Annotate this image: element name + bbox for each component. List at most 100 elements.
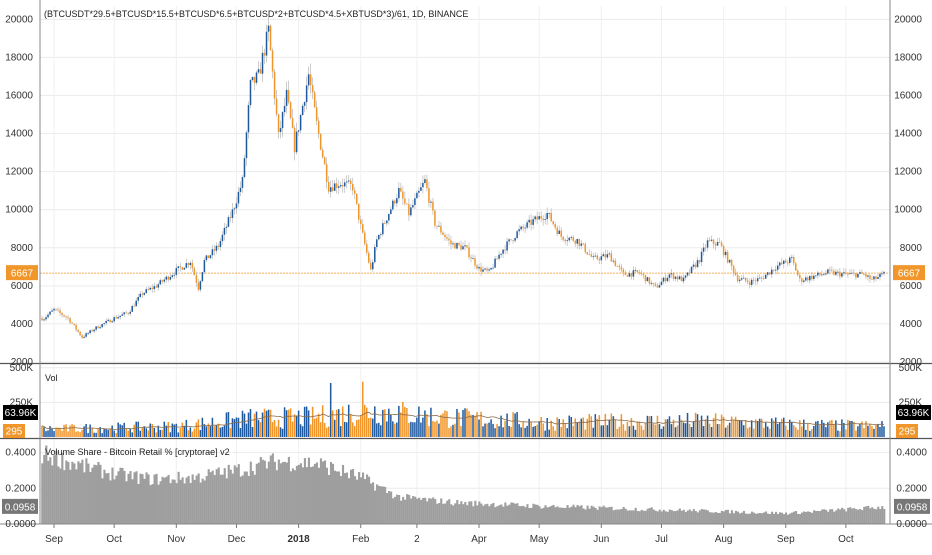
candle-body <box>752 279 755 281</box>
candle-body <box>339 185 342 187</box>
share-bar <box>83 472 86 524</box>
volume-bar <box>720 414 723 437</box>
volume-bar <box>452 424 454 437</box>
share-bar <box>313 463 317 524</box>
volume-bar <box>143 426 146 437</box>
share-bar <box>404 499 407 524</box>
volume-bar <box>486 423 488 437</box>
volume-bar <box>558 418 560 437</box>
volume-bar <box>191 431 194 437</box>
volume-bar <box>366 407 368 437</box>
share-bar <box>241 475 244 524</box>
share-bar <box>402 496 405 524</box>
candle-body <box>490 267 492 270</box>
volume-bar <box>630 417 633 437</box>
volume-bar <box>418 406 420 437</box>
share-bar <box>101 478 104 524</box>
candle-body <box>744 277 747 281</box>
candle-body <box>139 293 141 297</box>
volume-bar <box>91 428 93 437</box>
volume-bar <box>133 424 135 437</box>
share-bar <box>548 506 551 524</box>
candle-body <box>630 273 633 277</box>
share-bar <box>357 472 361 524</box>
candle-body <box>71 322 73 324</box>
share-bar <box>291 468 294 524</box>
candle-body <box>616 265 619 267</box>
volume-bar <box>648 416 651 437</box>
share-bar <box>650 507 653 524</box>
volume-bar <box>556 417 558 437</box>
volume-bar <box>331 410 334 437</box>
candle-body <box>538 216 540 220</box>
candle-body <box>656 285 659 288</box>
candle-body <box>85 333 87 337</box>
volume-bar <box>734 416 737 437</box>
volume-bar <box>696 414 699 437</box>
volume-bar <box>596 418 599 437</box>
candle-body <box>714 244 717 246</box>
candle-body <box>295 131 298 153</box>
candle-body <box>847 273 849 275</box>
volume-bar <box>500 415 502 437</box>
volume-bar <box>811 429 813 437</box>
share-bar <box>257 462 260 524</box>
volume-bar <box>584 429 587 437</box>
share-bar <box>297 464 300 524</box>
candle-body <box>592 256 595 258</box>
volume-bar <box>111 425 113 437</box>
volume-bar <box>261 412 264 437</box>
share-bar <box>612 510 615 524</box>
x-tick-label: Aug <box>715 534 733 545</box>
candle-body <box>277 114 280 133</box>
candle-body <box>638 271 641 273</box>
share-bar <box>604 507 607 524</box>
volume-bar <box>376 423 378 437</box>
volume-bar <box>682 422 685 437</box>
volume-bar <box>362 381 364 437</box>
candle-body <box>843 272 845 274</box>
share-bar <box>606 507 609 524</box>
volume-bar <box>534 426 536 437</box>
share-bar <box>740 512 744 524</box>
volume-bar <box>408 422 410 437</box>
candle-body <box>159 280 162 285</box>
volume-bar <box>484 423 486 437</box>
share-bar <box>406 494 409 524</box>
share-bar <box>592 506 595 524</box>
volume-bar <box>624 430 627 437</box>
share-bar <box>293 470 296 524</box>
volume-bar <box>728 422 731 437</box>
candle-body <box>758 277 761 279</box>
candle-body <box>211 249 214 256</box>
volume-bar <box>474 415 476 437</box>
volume-bar <box>75 431 77 437</box>
share-bar <box>532 503 535 524</box>
candle-body <box>642 273 645 275</box>
volume-bar <box>161 429 164 437</box>
candle-body <box>464 245 466 247</box>
share-bar <box>700 509 703 524</box>
candle-body <box>430 201 432 203</box>
price-tick-label-left: 16000 <box>5 90 33 101</box>
share-bar <box>129 471 132 524</box>
x-tick-label: Feb <box>352 534 370 545</box>
share-bar <box>758 512 762 524</box>
share-bar <box>273 461 276 524</box>
x-tick-label: Nov <box>167 534 185 545</box>
candle-body <box>317 120 320 134</box>
candle-body <box>275 98 278 115</box>
share-bar <box>642 510 645 524</box>
candle-body <box>386 220 388 224</box>
share-bar <box>111 467 114 524</box>
candle-body <box>857 273 859 278</box>
volume-bar <box>560 426 562 437</box>
volume-bar <box>690 427 693 437</box>
volume-bar <box>867 425 869 437</box>
volume-bar <box>271 421 274 437</box>
candle-body <box>584 243 587 253</box>
candle-body <box>382 223 384 235</box>
volume-bar <box>378 422 380 437</box>
candle-body <box>217 245 220 248</box>
